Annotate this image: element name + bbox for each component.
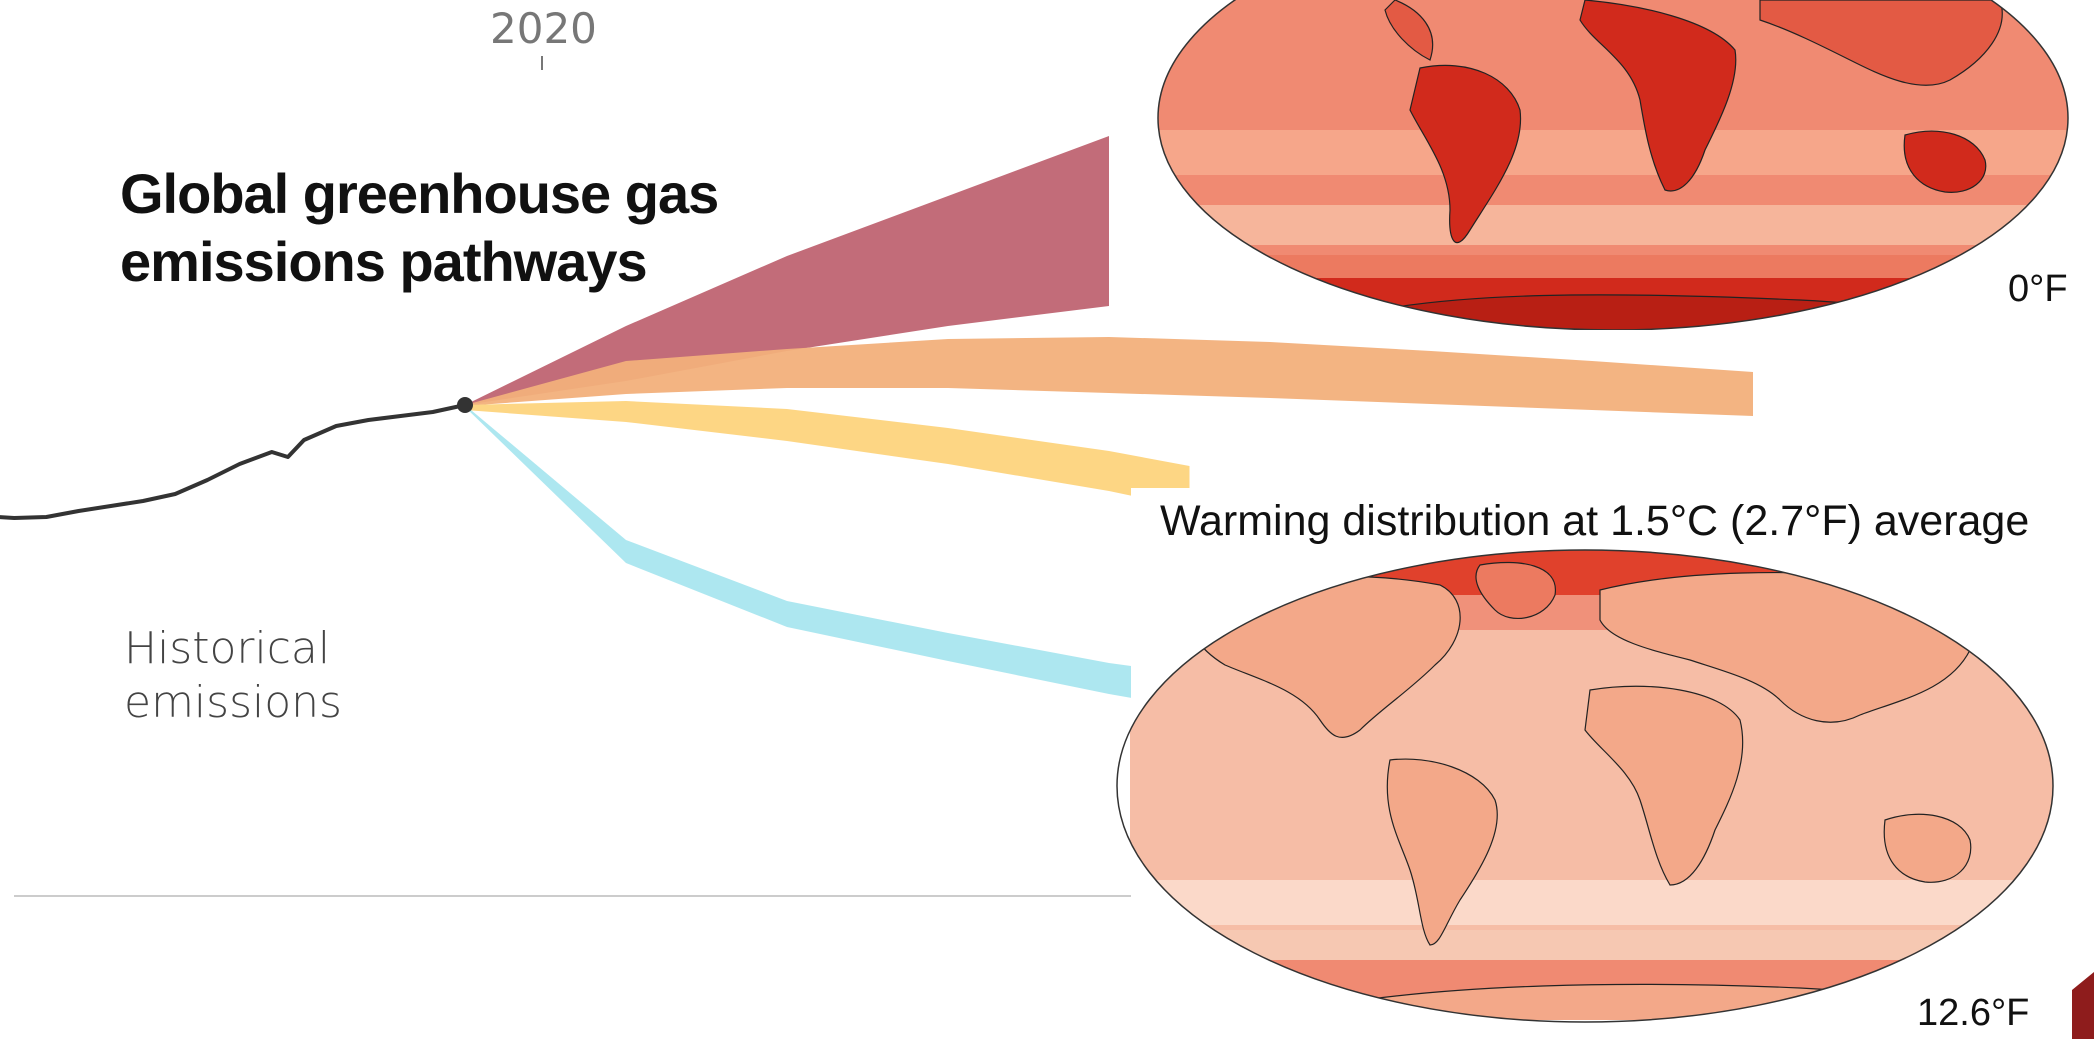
x-tick-label-2020: 2020: [490, 4, 597, 53]
map-bottom-south-america: [1386, 758, 1498, 946]
scale-end-marker: [2072, 972, 2094, 1039]
pathway-band-4: [465, 405, 1190, 708]
historical-emissions-label: Historical emissions: [124, 622, 342, 730]
pathway-band-1: [465, 136, 1109, 405]
historical-label-line-1: Historical: [124, 623, 331, 674]
map-top-south-america: [1409, 64, 1522, 244]
scale-min-label: 0°F: [2008, 268, 2068, 310]
map-bottom-africa: [1584, 685, 1744, 886]
historical-emissions-line: [0, 403, 466, 520]
scale-max-label: 12.6°F: [1917, 992, 2030, 1034]
chart-title: Global greenhouse gas emissions pathways: [120, 160, 719, 296]
warming-map-top: [1154, 0, 2094, 330]
map-top-australia: [1903, 130, 1987, 193]
pathway-band-2: [465, 337, 1753, 416]
pathway-band-3: [465, 401, 1190, 508]
pathway-bands: [465, 136, 1753, 708]
map-top-africa: [1579, 0, 1737, 192]
historical-label-line-2: emissions: [124, 677, 342, 728]
current-emissions-dot: [457, 397, 473, 413]
warming-map-bottom: [1116, 488, 2094, 1039]
map-bottom-australia: [1883, 813, 1972, 883]
chart-title-line-1: Global greenhouse gas: [120, 162, 719, 225]
chart-title-line-2: emissions pathways: [120, 230, 648, 293]
map-caption: Warming distribution at 1.5°C (2.7°F) av…: [1160, 497, 2030, 545]
